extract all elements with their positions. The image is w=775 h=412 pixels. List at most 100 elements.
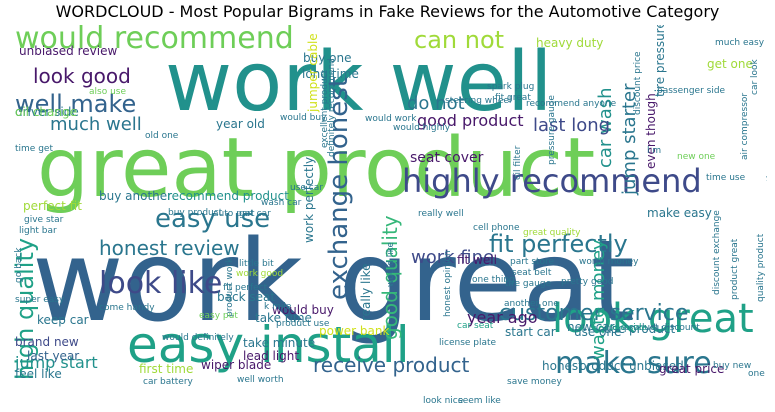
- cloud-word: would highly: [393, 123, 451, 133]
- cloud-word: can not: [414, 26, 504, 54]
- cloud-word: car seat: [457, 321, 494, 331]
- word-cloud: great product work great work well easy ins…: [7, 25, 767, 407]
- cloud-word: buy product: [168, 208, 223, 218]
- cloud-word: use car: [290, 183, 323, 193]
- cloud-word: easy use: [155, 204, 270, 234]
- cloud-word: honest review: [99, 236, 240, 260]
- cloud-word: even though: [644, 93, 658, 169]
- cloud-word: back seat: [217, 290, 275, 304]
- cloud-word: feel like: [15, 367, 62, 381]
- cloud-word: product unbiased: [579, 359, 684, 373]
- cloud-word: really well: [418, 209, 464, 219]
- cloud-word: perfect fit: [23, 199, 82, 213]
- cloud-word: wash car: [261, 198, 302, 208]
- cloud-word: fit well: [457, 253, 497, 267]
- cloud-word: work fine: [411, 247, 494, 268]
- cloud-word: light bar: [19, 226, 57, 236]
- cloud-word: fit great: [495, 93, 531, 103]
- cloud-word: great quality: [523, 228, 581, 238]
- cloud-word: l m: [647, 146, 661, 156]
- cloud-word: fit perfect: [223, 283, 268, 293]
- cloud-word: take time: [255, 311, 312, 325]
- cloud-word: look nice: [423, 396, 464, 406]
- cloud-word: high quality: [11, 238, 39, 380]
- cloud-word: oil change: [15, 105, 77, 119]
- cloud-word: passenger side: [657, 86, 726, 96]
- cloud-word: worth money: [579, 257, 639, 267]
- chart-title: WORDCLOUD - Most Popular Bigrams in Fake…: [55, 2, 720, 21]
- cloud-word: buy another: [99, 189, 172, 203]
- cloud-word: brand new: [15, 335, 79, 349]
- cloud-word: take minute: [243, 336, 315, 350]
- cloud-word: year old: [216, 117, 265, 131]
- cloud-word: license plate: [439, 338, 497, 348]
- cloud-word: work perfectly: [302, 157, 316, 243]
- cloud-word: product use: [276, 319, 330, 329]
- cloud-word: jump starter: [619, 83, 640, 196]
- cloud-word: seat belt: [512, 268, 552, 278]
- cloud-word: much well: [50, 114, 142, 135]
- cloud-word: honest opinion: [443, 250, 453, 317]
- cloud-word: look like: [99, 266, 222, 301]
- cloud-word: steering wheel: [445, 96, 511, 106]
- cloud-word: tire pressure: [653, 25, 667, 97]
- cloud-word: look great: [552, 296, 754, 342]
- cloud-word: one year: [748, 369, 767, 379]
- cloud-word: heavy duty: [536, 36, 603, 50]
- cloud-word: seat cover: [410, 150, 484, 166]
- cloud-word: excellent product: [320, 69, 330, 148]
- cloud-word: lead light: [243, 349, 299, 363]
- cloud-word: use one: [574, 325, 621, 339]
- cloud-word: get one: [707, 57, 753, 71]
- cloud-word: fit perfectly: [489, 230, 628, 258]
- cloud-word: one thing: [472, 275, 515, 285]
- cloud-word: pressure gauge: [547, 95, 557, 165]
- cloud-word: save money: [507, 377, 562, 387]
- cloud-word: little bit: [239, 259, 274, 269]
- cloud-word: recommend product: [167, 189, 289, 203]
- cloud-word: use product: [604, 322, 676, 336]
- cloud-word: time use: [706, 173, 746, 183]
- cloud-word: time get: [15, 144, 53, 154]
- cloud-word: new one: [677, 152, 716, 162]
- cloud-word: make easy: [647, 206, 712, 220]
- cloud-word: good product: [417, 111, 524, 130]
- cloud-word: discount price: [633, 51, 643, 115]
- cloud-word: would definitely: [162, 333, 234, 343]
- cloud-word: keep car: [37, 313, 89, 327]
- cloud-word: oil filter: [513, 145, 523, 180]
- cloud-word: seem like: [458, 396, 501, 406]
- cloud-word: customer service: [499, 301, 688, 326]
- cloud-word: buy one: [303, 51, 351, 65]
- cloud-word: really like: [359, 263, 373, 321]
- cloud-word: well make: [15, 90, 136, 118]
- cloud-word: new car: [567, 320, 615, 334]
- cloud-word: tire gauge: [505, 279, 552, 289]
- cloud-word: do not: [407, 93, 465, 114]
- cloud-word: make sure: [555, 346, 712, 381]
- cloud-word: part store: [510, 257, 555, 267]
- cloud-word: would buy: [280, 113, 327, 123]
- cloud-word: long time: [302, 67, 359, 81]
- cloud-word: work well: [165, 35, 553, 130]
- cloud-word: look good: [33, 64, 131, 88]
- cloud-word: air compressor: [740, 93, 750, 160]
- cloud-word: one side: [609, 323, 648, 333]
- cloud-word: k mile: [264, 302, 292, 312]
- cloud-word: recommend anyone: [526, 99, 617, 109]
- cloud-word: waste money: [588, 239, 609, 360]
- cloud-word: work great: [32, 217, 635, 347]
- cloud-word: would work: [365, 114, 417, 124]
- cloud-word: give star: [24, 215, 64, 225]
- cloud-word: honest: [542, 359, 583, 373]
- cloud-word: unbiased review: [19, 44, 117, 58]
- cloud-word: get car: [239, 209, 271, 219]
- cloud-word: would like: [386, 241, 396, 287]
- cloud-word: driver side: [15, 105, 79, 119]
- cloud-word: also use: [89, 87, 126, 97]
- cloud-word: car wash: [595, 87, 616, 168]
- cloud-word: car look: [750, 58, 760, 95]
- cloud-word: exchange honest: [324, 77, 354, 300]
- cloud-word: easy install: [127, 316, 410, 374]
